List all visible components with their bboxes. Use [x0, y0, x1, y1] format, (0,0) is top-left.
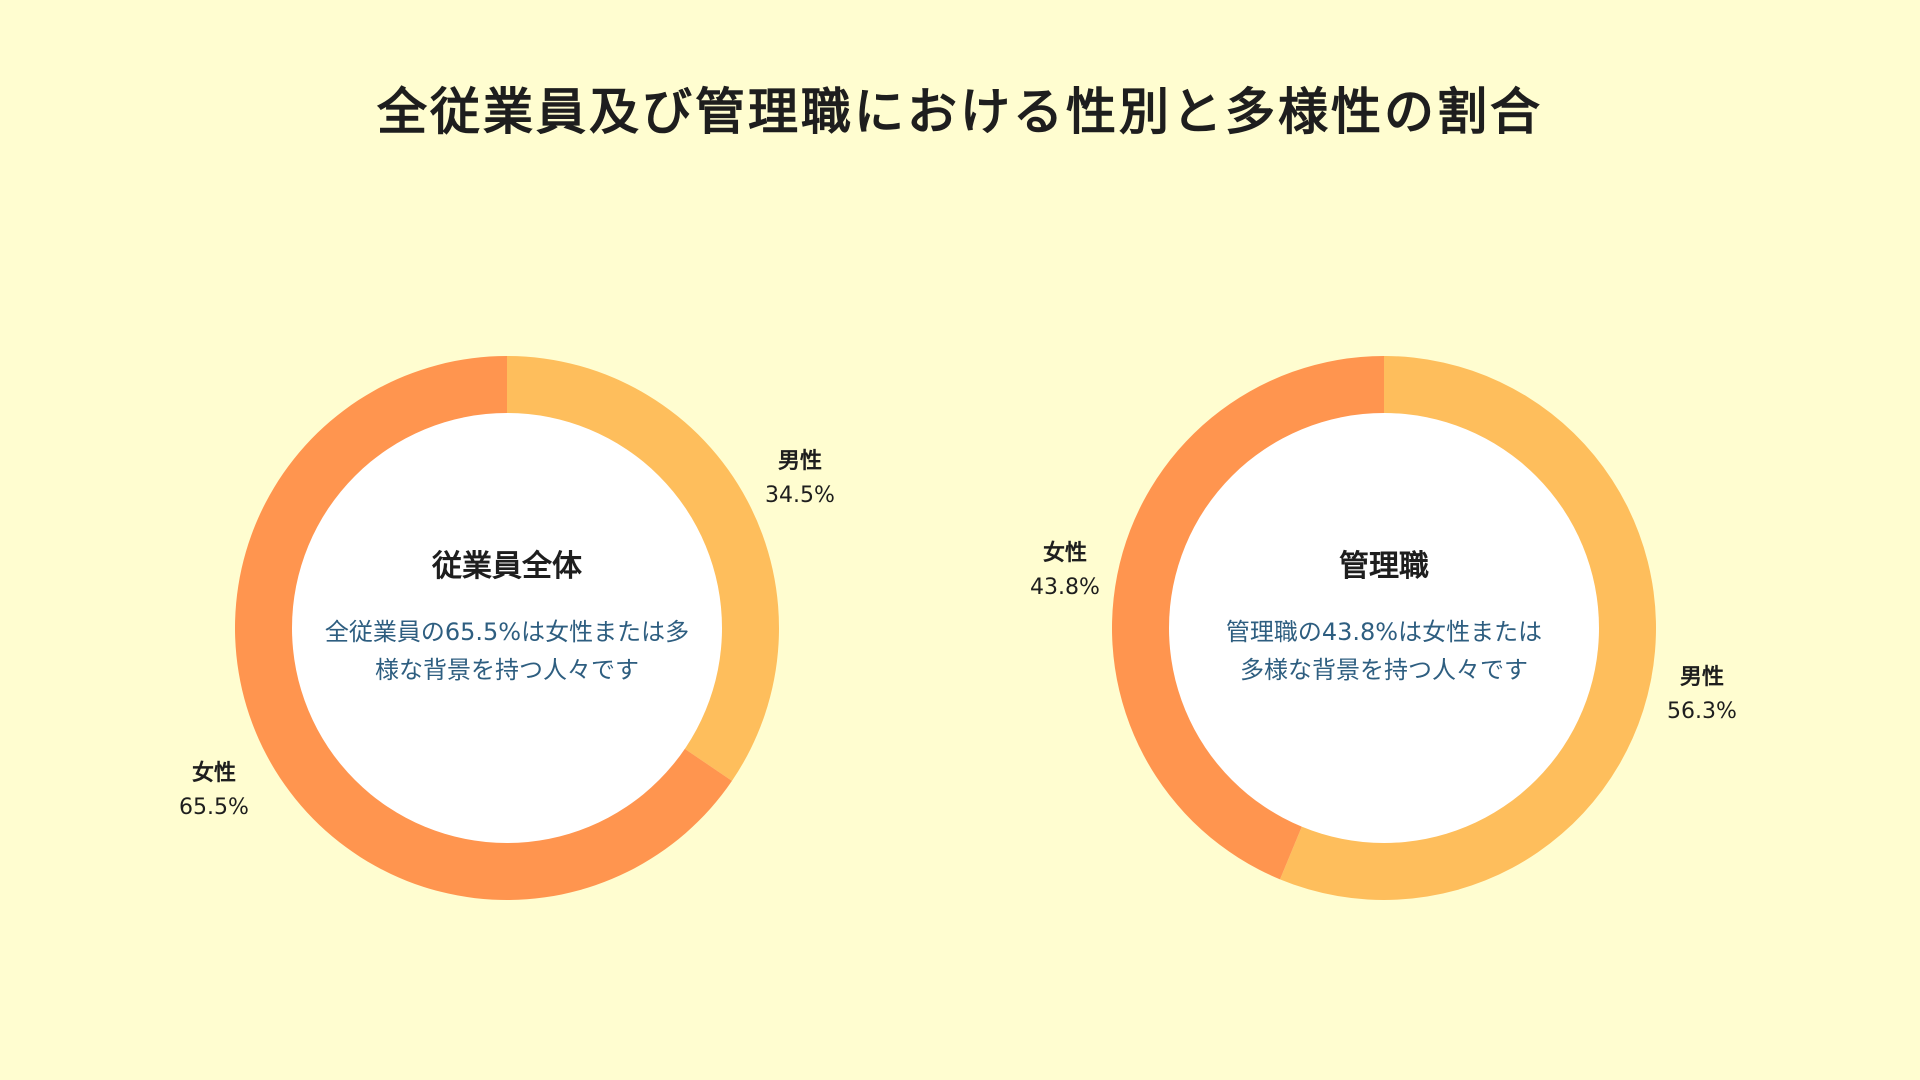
- label-female-value: 65.5%: [179, 795, 249, 820]
- label-male-value: 56.3%: [1667, 699, 1737, 724]
- center-description-line: 全従業員の65.5%は女性または多: [325, 618, 689, 646]
- center-description-line: 多様な背景を持つ人々です: [1240, 656, 1528, 684]
- donut-hole: [292, 413, 722, 843]
- center-title: 従業員全体: [431, 549, 583, 584]
- label-male-name: 男性: [778, 449, 822, 474]
- label-male-value: 34.5%: [765, 483, 835, 508]
- page-title: 全従業員及び管理職における性別と多様性の割合: [377, 83, 1543, 141]
- label-female-name: 女性: [192, 760, 236, 786]
- center-description-line: 様な背景を持つ人々です: [375, 656, 639, 684]
- center-title: 管理職: [1339, 549, 1429, 584]
- label-female-value: 43.8%: [1030, 575, 1100, 600]
- donut-hole: [1169, 413, 1599, 843]
- center-description-line: 管理職の43.8%は女性または: [1226, 618, 1542, 646]
- label-female-name: 女性: [1043, 540, 1087, 566]
- label-male-name: 男性: [1680, 665, 1724, 690]
